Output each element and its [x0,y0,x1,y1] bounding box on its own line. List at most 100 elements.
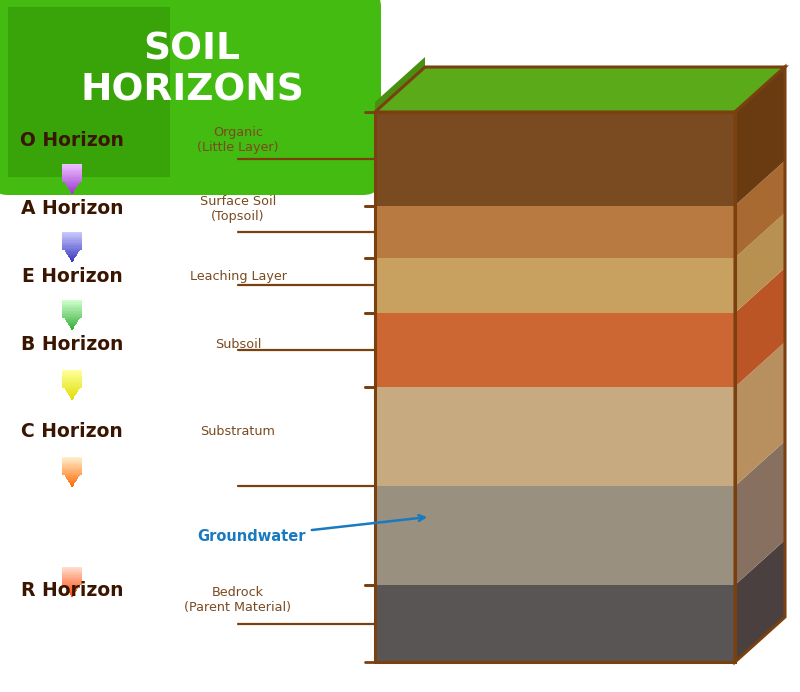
Polygon shape [62,381,82,382]
Polygon shape [69,325,75,327]
Polygon shape [62,244,82,245]
Polygon shape [62,385,82,387]
Polygon shape [62,468,82,469]
Polygon shape [62,387,82,388]
Polygon shape [66,389,78,390]
Polygon shape [62,172,82,174]
Polygon shape [62,458,82,459]
Polygon shape [65,388,79,389]
Polygon shape [62,572,82,573]
Polygon shape [65,475,79,476]
Polygon shape [62,380,82,381]
Polygon shape [70,397,74,398]
Text: C Horizon: C Horizon [21,423,123,441]
Polygon shape [67,480,77,481]
Polygon shape [375,257,735,313]
Polygon shape [70,484,74,486]
Polygon shape [62,314,82,316]
Polygon shape [71,399,73,400]
Text: E Horizon: E Horizon [22,268,122,286]
Polygon shape [65,585,79,586]
Polygon shape [62,473,82,474]
Polygon shape [62,167,82,169]
Polygon shape [62,239,82,240]
Polygon shape [62,316,82,317]
Polygon shape [62,242,82,243]
Polygon shape [735,441,785,585]
Polygon shape [65,318,79,319]
Text: A Horizon: A Horizon [21,199,123,219]
Polygon shape [62,374,82,375]
Text: B Horizon: B Horizon [21,336,123,354]
Polygon shape [62,461,82,462]
Polygon shape [62,375,82,376]
Polygon shape [67,255,77,256]
Polygon shape [62,578,82,579]
Polygon shape [62,240,82,242]
Polygon shape [62,370,82,371]
Polygon shape [62,166,82,167]
Polygon shape [62,470,82,471]
Polygon shape [62,463,82,464]
Polygon shape [62,237,82,238]
Polygon shape [375,387,735,486]
Polygon shape [62,580,82,581]
Polygon shape [66,589,78,590]
Polygon shape [69,395,75,397]
Polygon shape [375,585,735,662]
Polygon shape [66,477,78,479]
Polygon shape [62,567,82,568]
Polygon shape [62,304,82,306]
Polygon shape [70,327,74,329]
Polygon shape [62,379,82,380]
Polygon shape [375,57,425,112]
Polygon shape [62,311,82,312]
Polygon shape [735,540,785,662]
Polygon shape [62,383,82,384]
Polygon shape [375,206,735,257]
Polygon shape [62,312,82,313]
Text: Bedrock
(Parent Material): Bedrock (Parent Material) [185,586,291,614]
Polygon shape [66,586,78,588]
Polygon shape [66,184,78,185]
Polygon shape [66,588,78,589]
Polygon shape [62,165,82,166]
Polygon shape [62,317,82,318]
Polygon shape [62,177,82,179]
Polygon shape [62,464,82,466]
Polygon shape [62,235,82,237]
Polygon shape [735,342,785,486]
Polygon shape [62,571,82,572]
Polygon shape [68,591,76,592]
Polygon shape [66,253,78,255]
Polygon shape [62,466,82,468]
Polygon shape [62,584,82,585]
Polygon shape [375,67,785,112]
Polygon shape [62,169,82,170]
Polygon shape [62,384,82,385]
Polygon shape [735,67,785,206]
Polygon shape [71,261,73,262]
Polygon shape [735,212,785,313]
Polygon shape [62,301,82,302]
Polygon shape [70,398,74,399]
Polygon shape [62,248,82,249]
Polygon shape [62,246,82,248]
Polygon shape [62,474,82,475]
Polygon shape [66,183,78,184]
Text: Surface Soil
(Topsoil): Surface Soil (Topsoil) [200,195,276,223]
Polygon shape [62,371,82,372]
Polygon shape [70,594,74,596]
Polygon shape [62,300,82,301]
Polygon shape [71,329,73,330]
Polygon shape [66,476,78,477]
Polygon shape [62,302,82,304]
Polygon shape [375,313,735,387]
Text: Leaching Layer: Leaching Layer [190,271,286,284]
Polygon shape [66,185,78,187]
Polygon shape [62,309,82,311]
Polygon shape [62,313,82,314]
Polygon shape [69,592,75,594]
Polygon shape [62,382,82,383]
Polygon shape [69,189,75,190]
